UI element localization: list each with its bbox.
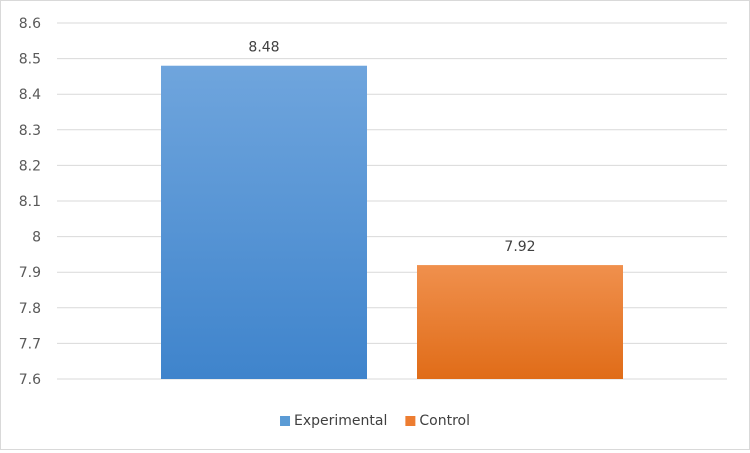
y-tick-label: 8.5 — [19, 52, 41, 68]
legend-item: Control — [405, 413, 470, 429]
legend: Experimental Control — [280, 413, 470, 429]
data-label: 8.48 — [248, 40, 279, 56]
bars — [161, 65, 623, 379]
legend-label: Experimental — [294, 413, 387, 429]
y-axis-ticks: 8.6 8.5 8.4 8.3 8.2 8.1 8 7.9 7.8 7.7 7.6 — [19, 16, 41, 388]
y-tick-label: 8.2 — [19, 158, 41, 174]
y-tick-label: 7.7 — [19, 336, 41, 352]
legend-swatch — [280, 416, 291, 426]
y-tick-label: 7.9 — [19, 265, 41, 281]
bar-experimental — [161, 65, 367, 379]
data-label: 7.92 — [504, 239, 535, 255]
y-tick-label: 8.4 — [19, 87, 41, 103]
gridlines — [57, 22, 727, 380]
bar-control — [417, 265, 623, 379]
legend-label: Control — [419, 413, 470, 429]
y-tick-label: 7.8 — [19, 301, 41, 317]
y-tick-label: 8.3 — [19, 123, 41, 139]
legend-swatch — [405, 416, 416, 426]
data-labels: 8.48 7.92 — [248, 40, 535, 255]
y-tick-label: 8 — [32, 230, 41, 246]
legend-item: Experimental — [280, 413, 387, 429]
y-tick-label: 8.6 — [19, 16, 41, 32]
y-tick-label: 8.1 — [19, 194, 41, 210]
y-tick-label: 7.6 — [19, 372, 41, 388]
